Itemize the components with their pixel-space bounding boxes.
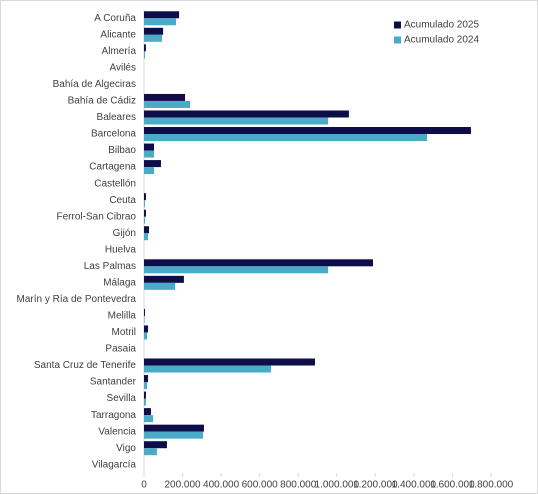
bar	[144, 408, 151, 416]
bar	[144, 391, 146, 399]
y-tick-label: Melilla	[108, 311, 137, 322]
x-tick-label: 200.000	[164, 480, 201, 491]
y-tick-label: Vilagarcía	[92, 459, 137, 470]
x-tick-label: 1.400.000	[392, 480, 437, 491]
legend-swatch	[394, 36, 401, 44]
bar	[144, 110, 349, 118]
bar	[144, 167, 155, 175]
bar	[144, 160, 161, 168]
y-tick-label: Málaga	[103, 277, 136, 288]
bar	[144, 200, 145, 208]
bar	[144, 332, 148, 340]
bar	[144, 266, 329, 274]
bar	[144, 11, 180, 19]
y-tick-label: Alicante	[100, 29, 136, 40]
bar	[144, 143, 155, 151]
y-tick-label: Las Palmas	[84, 261, 136, 272]
y-tick-label: Castellón	[94, 178, 136, 189]
y-tick-label: Ceuta	[109, 195, 136, 206]
bar	[144, 27, 164, 35]
bar	[144, 18, 177, 26]
bar	[144, 150, 155, 158]
bar	[144, 358, 315, 366]
y-tick-label: Bahía de Algeciras	[53, 79, 136, 90]
y-tick-label: Avilés	[110, 63, 137, 74]
bar	[144, 226, 150, 234]
x-tick-label: 400.000	[203, 480, 240, 491]
bar	[144, 209, 146, 217]
bar	[144, 308, 145, 316]
bar	[144, 259, 374, 267]
bar	[144, 100, 191, 108]
y-tick-label: Huelva	[105, 244, 137, 255]
legend-label: Acumulado 2024	[404, 35, 479, 46]
y-tick-label: Baleares	[97, 112, 136, 123]
bar	[144, 441, 167, 449]
y-tick-label: Valencia	[98, 426, 136, 437]
bar	[144, 233, 149, 241]
bar	[144, 415, 154, 423]
x-tick-label: 1.600.000	[430, 480, 475, 491]
bar	[144, 365, 272, 373]
bar	[144, 375, 149, 383]
x-tick-label: 600.000	[242, 480, 279, 491]
bar	[144, 398, 146, 406]
bar	[144, 134, 427, 142]
bar	[144, 34, 162, 42]
y-tick-label: Gijón	[113, 228, 136, 239]
bar	[144, 44, 146, 52]
bar	[144, 93, 186, 101]
y-tick-label: Barcelona	[91, 129, 136, 140]
y-tick-label: Sevilla	[107, 393, 137, 404]
y-tick-label: Ferrol-San Cibrao	[57, 211, 137, 222]
y-tick-label: Marín y Ría de Pontevedra	[16, 294, 136, 305]
y-tick-label: Santander	[90, 377, 137, 388]
bar	[144, 216, 145, 224]
y-tick-label: Vigo	[116, 443, 136, 454]
y-tick-label: Almería	[102, 46, 137, 57]
y-tick-label: Tarragona	[91, 410, 136, 421]
bar	[144, 315, 145, 323]
y-tick-label: Santa Cruz de Tenerife	[34, 360, 137, 371]
bar	[144, 127, 471, 135]
bar	[144, 382, 148, 390]
legend-swatch	[394, 21, 401, 29]
x-tick-label: 1.800.000	[469, 480, 514, 491]
x-tick-label: 1.000.000	[315, 480, 360, 491]
bar	[144, 424, 204, 432]
bar	[144, 275, 184, 283]
bar	[144, 282, 176, 290]
bar	[144, 325, 149, 333]
y-tick-label: Cartagena	[89, 162, 136, 173]
y-tick-label: Pasaia	[105, 344, 136, 355]
bar	[144, 193, 146, 201]
x-tick-label: 800.000	[280, 480, 317, 491]
x-tick-label: 1.200.000	[353, 480, 398, 491]
y-tick-label: A Coruña	[94, 13, 136, 24]
x-tick-label: 0	[141, 480, 147, 491]
y-tick-label: Bahía de Cádiz	[68, 96, 136, 107]
bar	[144, 431, 203, 439]
bar	[144, 448, 157, 456]
legend-label: Acumulado 2025	[404, 20, 479, 31]
bar	[144, 51, 145, 59]
y-tick-label: Motril	[112, 327, 136, 338]
y-tick-label: Bilbao	[108, 145, 136, 156]
bar	[144, 117, 329, 125]
